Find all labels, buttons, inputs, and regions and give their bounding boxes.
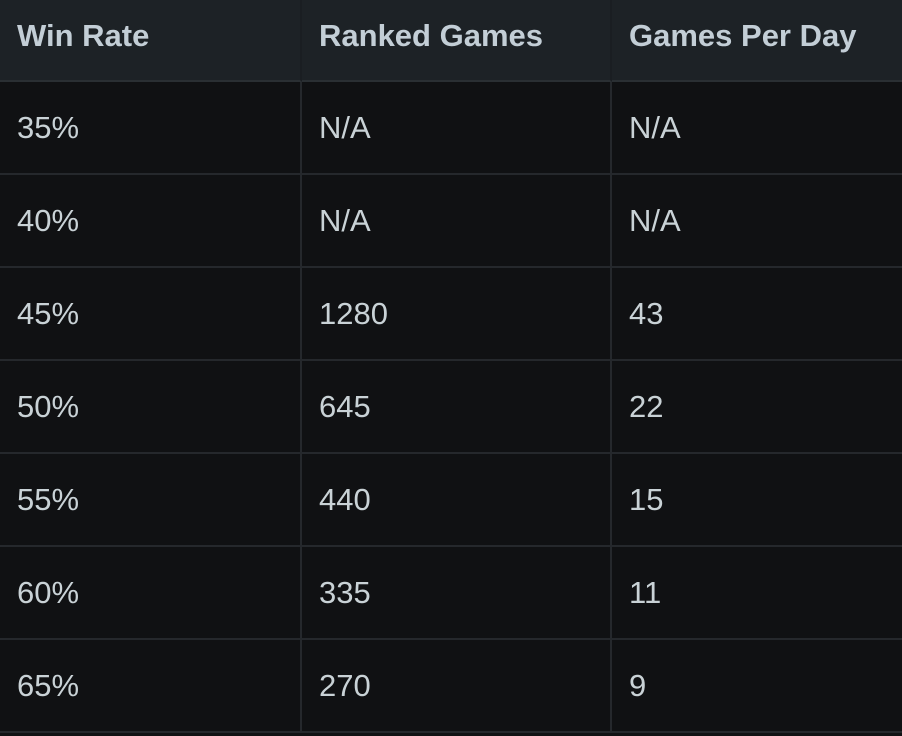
header-ranked-games: Ranked Games	[302, 0, 612, 82]
header-games-per-day: Games Per Day	[612, 0, 902, 82]
row-2-ranked-games: N/A	[302, 175, 612, 268]
row-2-games-per-day: N/A	[612, 175, 902, 268]
row-4-ranked-games: 645	[302, 361, 612, 454]
row-4-win-rate: 50%	[0, 361, 302, 454]
row-7-win-rate: 65%	[0, 640, 302, 733]
row-7-ranked-games: 270	[302, 640, 612, 733]
row-6-ranked-games: 335	[302, 547, 612, 640]
row-5-win-rate: 55%	[0, 454, 302, 547]
row-3-ranked-games: 1280	[302, 268, 612, 361]
row-3-games-per-day: 43	[612, 268, 902, 361]
row-1-games-per-day: N/A	[612, 82, 902, 175]
row-6-games-per-day: 11	[612, 547, 902, 640]
row-2-win-rate: 40%	[0, 175, 302, 268]
row-4-games-per-day: 22	[612, 361, 902, 454]
row-7-games-per-day: 9	[612, 640, 902, 733]
row-3-win-rate: 45%	[0, 268, 302, 361]
row-1-win-rate: 35%	[0, 82, 302, 175]
row-1-ranked-games: N/A	[302, 82, 612, 175]
row-5-ranked-games: 440	[302, 454, 612, 547]
row-6-win-rate: 60%	[0, 547, 302, 640]
header-win-rate: Win Rate	[0, 0, 302, 82]
row-5-games-per-day: 15	[612, 454, 902, 547]
